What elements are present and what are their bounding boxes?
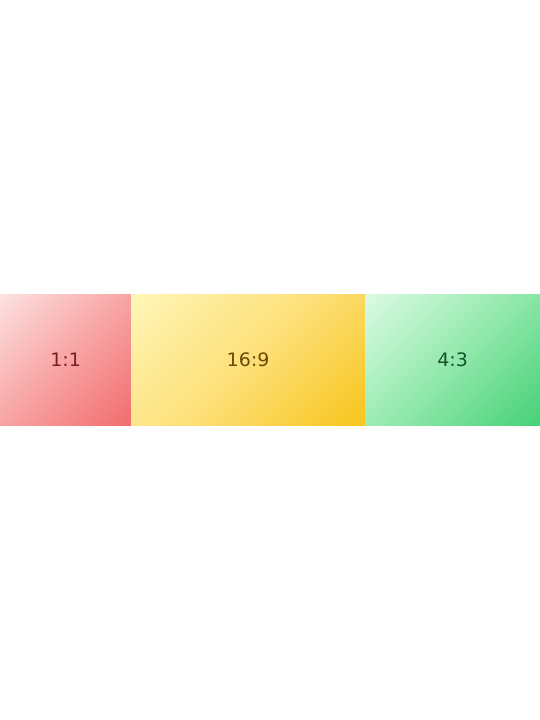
aspect-ratio-strip: 1:1 16:9 4:3 xyxy=(0,294,540,426)
aspect-ratio-tile-16-9[interactable]: 16:9 xyxy=(131,294,365,426)
aspect-ratio-label: 16:9 xyxy=(226,349,270,371)
aspect-ratio-tile-4-3[interactable]: 4:3 xyxy=(365,294,540,426)
aspect-ratio-label: 1:1 xyxy=(50,349,81,371)
aspect-ratio-label: 4:3 xyxy=(437,349,468,371)
aspect-ratio-tile-1-1[interactable]: 1:1 xyxy=(0,294,131,426)
